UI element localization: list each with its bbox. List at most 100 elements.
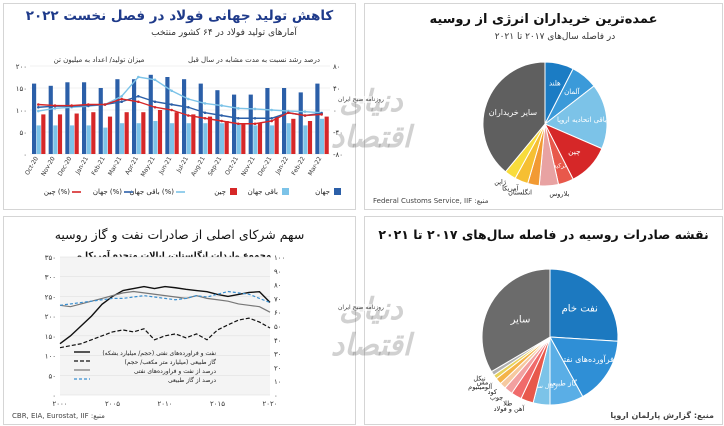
shares-legend-label: گاز طبیعی (میلیارد متر مکعب/ حجم) (124, 358, 216, 366)
shares-right-tick: ۷۰ (274, 295, 282, 303)
shares-left-tick: ۰ (52, 392, 56, 400)
steel-line-point (203, 116, 207, 120)
exports-label: گاز طبیعی (547, 379, 578, 388)
steel-line-point (53, 107, 57, 110)
steel-x-tick: May-21 (140, 155, 157, 178)
exports-label: آهن و فولاد (494, 404, 526, 413)
exports-source: منبع: گزارش پارلمان اروپا (610, 411, 714, 420)
steel-x-tick: Dec-21 (257, 155, 274, 177)
steel-bar-china (224, 121, 229, 154)
steel-left-axis-label: میزان تولید/ اعداد به میلیون تن (53, 56, 145, 64)
steel-legend-label: جهان (%) (93, 188, 122, 196)
steel-bar-china (124, 112, 129, 154)
buyers-label: آلمان (564, 87, 580, 96)
steel-line-point (270, 119, 273, 123)
shares-right-tick: ۲۰ (274, 364, 282, 372)
exports-label: زغال سنگ (531, 382, 557, 390)
steel-bar-china (274, 116, 279, 154)
shares-legend-label: درصد از گاز طبیعی (168, 376, 216, 384)
steel-legend-label: باقی جهان (248, 188, 278, 196)
shares-right-tick: ۶۰ (274, 309, 282, 317)
steel-bar-china (257, 123, 263, 154)
steel-bar-china (324, 116, 329, 154)
buyers-chart-subtitle: در فاصله سال‌های ۲۰۱۷ تا ۲۰۲۱ (494, 32, 616, 42)
steel-bar-world (232, 94, 237, 154)
steel-x-tick: Nov-21 (240, 155, 257, 177)
steel-right-tick: -۴۰ (333, 129, 343, 137)
steel-line-point (303, 110, 307, 113)
shares-chart-title: سهم شرکای اصلی از صادرات نفت و گاز روسیه (54, 227, 305, 242)
steel-right-tick: ۸۰ (333, 63, 341, 71)
shares-x-tick: ۲۰۱۰ (157, 400, 172, 408)
steel-x-tick: Apr-21 (124, 155, 140, 176)
steel-bar-china (307, 121, 313, 154)
steel-line-point (270, 116, 273, 120)
buyers-label: ترکیه (553, 162, 566, 169)
steel-bar-china (174, 112, 179, 154)
steel-bar-china (157, 110, 163, 154)
steel-line-point (103, 103, 107, 106)
steel-legend-swatch (334, 188, 341, 195)
steel-bar-rest (186, 123, 191, 154)
steel-line-point (187, 97, 190, 101)
steel-bar-world (215, 90, 220, 154)
shares-line-1 (59, 317, 271, 349)
steel-bar-china (241, 123, 246, 154)
shares-right-tick: ۹۰ (274, 268, 282, 276)
shares-right-tick: ۱۰۰ (274, 254, 285, 262)
steel-line-point (170, 89, 173, 93)
steel-legend-label: باقی جهان (%) (129, 188, 174, 196)
exports-label: آلومینیوم (468, 382, 493, 391)
shares-right-tick: ۱۰ (274, 378, 282, 386)
steel-line-point (70, 104, 73, 107)
buyers-source: منبع: Federal Customs Service, IIF (373, 197, 489, 205)
steel-left-tick: ۵۰ (19, 129, 27, 137)
steel-legend-label: چین (214, 188, 226, 196)
steel-line-point (153, 78, 157, 82)
buyers-label: هلند (549, 80, 561, 88)
exports-label: چوب (490, 394, 504, 402)
steel-line-point (303, 114, 307, 117)
buyers-label: انگلستان (508, 189, 532, 197)
steel-bar-rest (119, 123, 125, 154)
buyers-label: آمریکا (502, 184, 519, 193)
buyers-label: چین (568, 147, 581, 156)
steel-line-point (170, 103, 173, 106)
shares-plot-bg (60, 257, 270, 395)
exports-label: کود (488, 388, 498, 396)
steel-line-point (153, 105, 157, 109)
steel-left-tick: ۰ (23, 151, 27, 159)
exports-slice (481, 268, 551, 373)
steel-legend-label: چین (%) (44, 188, 70, 196)
steel-line-point (220, 114, 223, 117)
exports-label: نیکل (473, 374, 485, 382)
steel-line-point (153, 100, 157, 104)
shares-x-tick: ۲۰۰۵ (105, 400, 120, 408)
steel-bar-rest (169, 123, 175, 154)
steel-line-point (203, 102, 207, 105)
shares-chart-panel: سهم شرکای اصلی از صادرات نفت و گاز روسیه… (3, 216, 356, 425)
exports-chart-title: نقشه صادرات روسیه در فاصله سال‌های ۲۰۱۷ … (378, 227, 709, 242)
buyers-chart-title: عمده‌ترین خریداران انرژی از روسیه (429, 12, 658, 27)
steel-x-tick: Dec-20 (57, 155, 74, 177)
steel-bar-rest (53, 125, 58, 154)
steel-bar-world (198, 83, 203, 154)
shares-line-3 (59, 290, 271, 306)
steel-x-tick: Sep-21 (207, 155, 224, 177)
shares-right-tick: ۵۰ (274, 323, 282, 331)
steel-left-tick: ۲۰۰ (16, 63, 27, 71)
steel-line-point (253, 116, 257, 120)
shares-line-0 (59, 285, 271, 345)
steel-line-0 (38, 76, 322, 114)
steel-bar-rest (253, 125, 258, 154)
steel-bar-rest (69, 125, 75, 154)
steel-line-point (37, 109, 40, 113)
steel-right-tick: ۴۰ (333, 85, 341, 93)
steel-bar-rest (203, 123, 208, 154)
shares-x-tick: ۲۰۱۵ (210, 400, 225, 408)
exports-label: فرآورده‌های نفتی (557, 354, 614, 364)
steel-x-tick: Jun-21 (157, 155, 173, 176)
steel-bar-china (191, 114, 196, 154)
steel-bar-china (107, 116, 113, 154)
steel-x-tick: Jul-21 (175, 155, 190, 174)
